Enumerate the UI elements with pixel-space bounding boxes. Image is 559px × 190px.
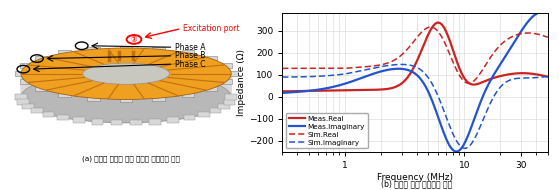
Sim.Imaginary: [480, 119, 486, 121]
FancyBboxPatch shape: [205, 56, 217, 61]
Line: Sim.Imaginary: Sim.Imaginary: [282, 64, 548, 148]
FancyBboxPatch shape: [58, 50, 70, 55]
Sim.Real: [428, 26, 434, 28]
FancyBboxPatch shape: [20, 63, 32, 68]
FancyBboxPatch shape: [152, 96, 165, 101]
Meas.Imaginary: [326, 87, 333, 89]
Legend: Meas.Real, Meas.Imaginary, Sim.Real, Sim.Imaginary: Meas.Real, Meas.Imaginary, Sim.Real, Sim…: [286, 113, 368, 148]
Line: Meas.Imaginary: Meas.Imaginary: [282, 12, 548, 152]
FancyBboxPatch shape: [35, 56, 48, 61]
Text: Phase C: Phase C: [175, 59, 205, 69]
Meas.Imaginary: [544, 12, 551, 14]
Ellipse shape: [83, 63, 169, 84]
FancyBboxPatch shape: [149, 119, 160, 125]
Sim.Real: [544, 36, 551, 38]
FancyBboxPatch shape: [198, 112, 210, 117]
FancyBboxPatch shape: [205, 86, 217, 91]
FancyBboxPatch shape: [120, 46, 132, 51]
FancyBboxPatch shape: [87, 96, 100, 101]
FancyBboxPatch shape: [58, 92, 70, 97]
FancyBboxPatch shape: [35, 86, 48, 91]
FancyBboxPatch shape: [224, 99, 235, 105]
Sim.Real: [347, 67, 354, 69]
FancyBboxPatch shape: [73, 117, 85, 123]
FancyBboxPatch shape: [111, 120, 122, 125]
Sim.Real: [399, 53, 406, 55]
Line: Sim.Real: Sim.Real: [282, 27, 548, 83]
FancyBboxPatch shape: [182, 50, 194, 55]
Sim.Imaginary: [400, 63, 406, 66]
FancyBboxPatch shape: [184, 115, 195, 120]
FancyBboxPatch shape: [17, 99, 29, 105]
Sim.Imaginary: [462, 147, 468, 149]
Sim.Imaginary: [326, 74, 333, 77]
Sim.Real: [436, 32, 443, 34]
Sim.Real: [480, 68, 486, 70]
Meas.Imaginary: [347, 81, 354, 83]
FancyBboxPatch shape: [42, 112, 54, 117]
X-axis label: Frequency (MHz): Frequency (MHz): [377, 173, 453, 182]
Polygon shape: [21, 74, 231, 123]
Sim.Imaginary: [398, 63, 405, 66]
Meas.Imaginary: [399, 68, 406, 70]
Meas.Real: [399, 82, 406, 84]
FancyBboxPatch shape: [22, 104, 34, 109]
Meas.Imaginary: [279, 92, 286, 94]
FancyBboxPatch shape: [225, 71, 238, 76]
Meas.Imaginary: [457, 149, 463, 151]
Meas.Imaginary: [453, 150, 460, 153]
Text: (a) 설계된 고정자 권선 고주파 임피던스 모델: (a) 설계된 고정자 권선 고주파 임피던스 모델: [82, 155, 181, 162]
Ellipse shape: [21, 48, 231, 99]
Meas.Imaginary: [479, 96, 486, 98]
Meas.Real: [435, 21, 442, 24]
Ellipse shape: [21, 71, 231, 123]
Sim.Imaginary: [544, 75, 551, 77]
FancyBboxPatch shape: [87, 47, 100, 52]
Meas.Real: [544, 76, 551, 78]
Sim.Real: [465, 82, 472, 84]
FancyBboxPatch shape: [167, 117, 179, 123]
FancyBboxPatch shape: [210, 108, 221, 113]
Sim.Imaginary: [457, 145, 463, 147]
Meas.Real: [479, 81, 486, 83]
Sim.Imaginary: [279, 76, 286, 78]
Meas.Imaginary: [539, 11, 546, 13]
Meas.Real: [347, 89, 354, 91]
Text: Excitation port: Excitation port: [183, 24, 239, 33]
FancyBboxPatch shape: [220, 63, 233, 68]
Meas.Real: [279, 90, 286, 93]
FancyBboxPatch shape: [120, 97, 132, 102]
Sim.Real: [326, 67, 333, 70]
FancyBboxPatch shape: [15, 94, 27, 100]
Y-axis label: Impedance (Ω): Impedance (Ω): [237, 49, 246, 116]
FancyBboxPatch shape: [92, 119, 103, 125]
Text: Phase A: Phase A: [175, 43, 205, 52]
Text: Phase B: Phase B: [175, 51, 205, 60]
FancyBboxPatch shape: [20, 79, 32, 84]
FancyBboxPatch shape: [31, 108, 42, 113]
Meas.Real: [457, 69, 463, 71]
Meas.Imaginary: [435, 118, 442, 120]
FancyBboxPatch shape: [152, 47, 165, 52]
Sim.Real: [457, 75, 463, 77]
Sim.Imaginary: [347, 72, 354, 74]
Text: ①: ①: [131, 35, 138, 44]
Line: Meas.Real: Meas.Real: [282, 23, 548, 91]
Meas.Real: [436, 22, 443, 24]
Meas.Real: [326, 89, 333, 92]
Text: (b) 고정자 권선 임피던스 비교: (b) 고정자 권선 임피던스 비교: [381, 179, 452, 188]
FancyBboxPatch shape: [219, 104, 230, 109]
FancyBboxPatch shape: [220, 79, 233, 84]
FancyBboxPatch shape: [225, 94, 237, 100]
Sim.Imaginary: [436, 98, 443, 100]
FancyBboxPatch shape: [57, 115, 69, 120]
FancyBboxPatch shape: [130, 120, 141, 125]
FancyBboxPatch shape: [15, 71, 27, 76]
Sim.Real: [279, 67, 286, 70]
FancyBboxPatch shape: [182, 92, 194, 97]
